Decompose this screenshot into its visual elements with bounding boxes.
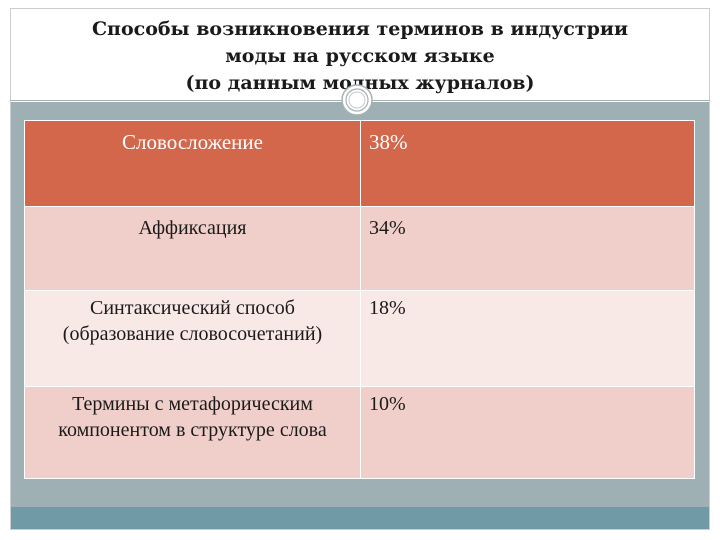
table-row: Аффиксация 34% [24, 206, 695, 291]
title-line-3: (по данным модных журналов) [185, 72, 535, 94]
table-cell-name: Аффиксация [24, 206, 361, 291]
table-cell-name: Словосложение [24, 120, 361, 207]
table-cell-name: Синтаксический способ (образование слово… [24, 290, 361, 387]
table-cell-value: 38% [360, 120, 695, 207]
table-cell-value: 18% [360, 290, 695, 387]
title-area: Способы возникновения терминов в индустр… [10, 8, 710, 100]
slide-title: Способы возникновения терминов в индустр… [10, 8, 710, 97]
table-row: Термины с метафорическим компонентом в с… [24, 386, 695, 479]
footer-bar [11, 507, 709, 529]
table-cell-name: Термины с метафорическим компонентом в с… [24, 386, 361, 479]
table-row: Синтаксический способ (образование слово… [24, 290, 695, 387]
title-line-2: моды на русском языке [225, 45, 495, 67]
slide-frame [10, 8, 710, 530]
table-header-row: Словосложение 38% [24, 120, 695, 207]
circle-ornament-icon [341, 84, 373, 116]
table-cell-value: 34% [360, 206, 695, 291]
table-cell-value: 10% [360, 386, 695, 479]
terms-table: Словосложение 38% Аффиксация 34% Синтакс… [24, 120, 695, 479]
title-line-1: Способы возникновения терминов в индустр… [91, 18, 629, 40]
